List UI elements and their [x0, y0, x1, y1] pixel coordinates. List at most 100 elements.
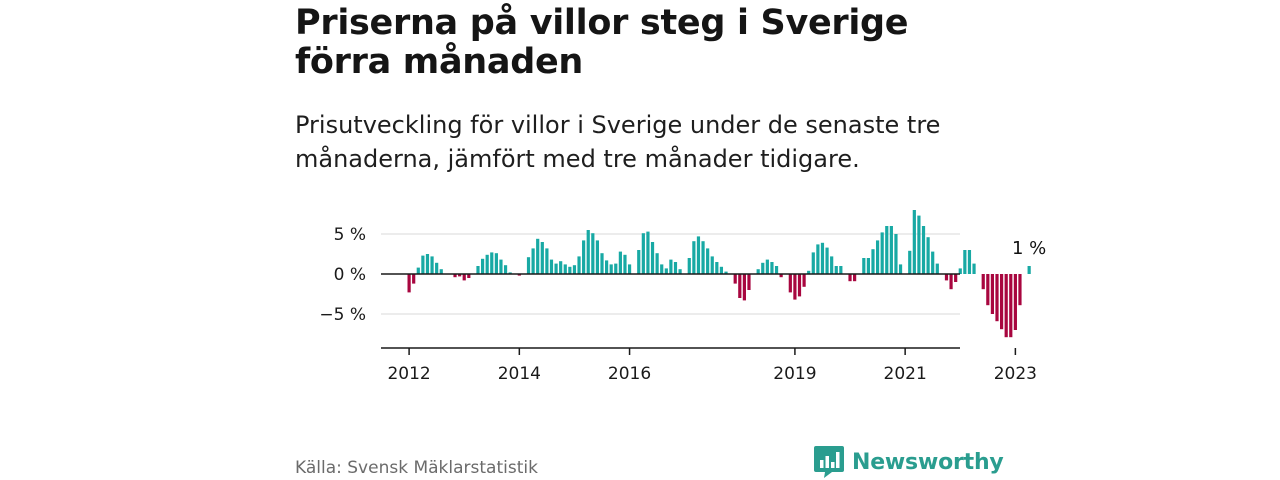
- bar: [811, 252, 815, 274]
- bar: [618, 251, 622, 274]
- bar: [572, 265, 577, 274]
- bar: [807, 270, 811, 274]
- bar: [517, 274, 521, 276]
- bar: [480, 258, 485, 274]
- bar: [944, 274, 949, 281]
- bar: [816, 244, 820, 274]
- bar: [568, 266, 572, 274]
- bar: [669, 259, 673, 274]
- bar: [563, 264, 567, 274]
- bar: [494, 253, 498, 274]
- bar: [830, 256, 834, 274]
- bar: [839, 266, 843, 274]
- bar: [485, 254, 489, 274]
- bar: [503, 265, 508, 274]
- bar: [637, 250, 641, 274]
- bar: [701, 241, 705, 274]
- bar: [917, 215, 921, 274]
- y-tick-label: 0 %: [334, 265, 366, 285]
- bar: [696, 236, 701, 274]
- bar: [476, 266, 480, 274]
- bar: [738, 274, 742, 298]
- bar: [673, 262, 678, 274]
- bar: [412, 274, 416, 284]
- bar: [462, 274, 466, 281]
- x-tick-label: 2016: [608, 364, 651, 384]
- bar: [889, 226, 893, 274]
- x-tick-label: 2023: [994, 364, 1037, 384]
- bar: [866, 258, 870, 274]
- bar: [467, 274, 471, 278]
- bar: [609, 264, 613, 274]
- bar: [595, 240, 600, 274]
- bar: [770, 262, 774, 274]
- bar: [453, 274, 457, 278]
- bar: [793, 274, 797, 300]
- bar: [898, 264, 903, 274]
- bar: [963, 250, 967, 274]
- bar: [600, 253, 604, 274]
- bar: [508, 272, 512, 274]
- bar: [490, 252, 494, 274]
- bar: [1009, 274, 1013, 338]
- bar: [995, 274, 999, 322]
- bar: [1018, 274, 1022, 306]
- x-tick-label: 2014: [498, 364, 541, 384]
- bar: [848, 274, 852, 282]
- x-tick-label: 2021: [884, 364, 927, 384]
- bar: [1000, 274, 1004, 330]
- bar: [407, 274, 411, 293]
- bar: [779, 274, 783, 278]
- source-note: Källa: Svensk Mäklarstatistik: [295, 458, 538, 478]
- bar: [880, 232, 884, 274]
- bar: [549, 259, 554, 274]
- bar: [885, 226, 889, 274]
- bar: [926, 237, 930, 274]
- x-tick-label: 2019: [773, 364, 816, 384]
- bar: [935, 263, 939, 274]
- bar: [692, 241, 696, 274]
- bar: [981, 274, 985, 290]
- bar: [875, 240, 880, 274]
- bar-chart: 5 % 0 % −5 % 2012 2014 2016 2019 2021 2023 1 %: [319, 210, 1046, 384]
- bar: [724, 271, 728, 274]
- brand-logo: Newsworthy: [814, 446, 1004, 478]
- bar: [710, 256, 714, 274]
- bar: [862, 258, 866, 274]
- bar: [664, 268, 668, 274]
- bar: [421, 255, 425, 274]
- bar: [526, 257, 531, 274]
- x-tick-label: 2012: [387, 364, 430, 384]
- bar: [820, 242, 825, 274]
- bar: [586, 230, 590, 274]
- bar: [540, 242, 544, 274]
- bar: [623, 254, 627, 274]
- bar: [706, 248, 710, 274]
- bar: [765, 259, 769, 274]
- bar: [825, 247, 829, 274]
- bar: [912, 210, 916, 274]
- bar: [990, 274, 995, 314]
- bar: [605, 260, 609, 274]
- bar: [458, 274, 462, 277]
- bar: [655, 253, 659, 274]
- bar: [614, 263, 618, 274]
- bar: [641, 233, 645, 274]
- bar: [908, 250, 912, 274]
- bar: [733, 274, 737, 284]
- bar: [954, 274, 958, 282]
- bar: [577, 256, 581, 274]
- bar: [554, 263, 558, 274]
- bar: [536, 238, 540, 274]
- bar: [591, 233, 595, 274]
- y-tick-label: 5 %: [334, 225, 366, 245]
- newsworthy-logo-icon: [814, 446, 844, 478]
- bar: [834, 266, 838, 274]
- bar: [650, 242, 655, 274]
- bar: [802, 274, 806, 287]
- bar: [531, 248, 535, 274]
- bar: [797, 274, 802, 297]
- bar: [425, 254, 430, 274]
- bar: [788, 274, 792, 293]
- brand-name: Newsworthy: [852, 449, 1004, 475]
